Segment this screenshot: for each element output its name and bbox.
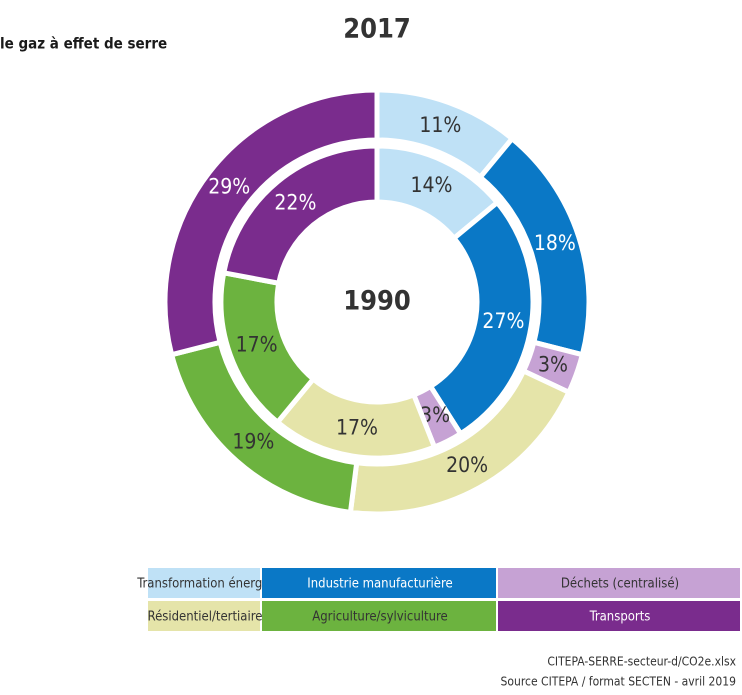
legend-label: Transformation énergie (136, 577, 273, 592)
source-note: CITEPA-SERRE-secteur-d/CO2e.xlsx (547, 655, 736, 669)
slice-label: 17% (236, 332, 278, 356)
legend-label: Industrie manufacturière (307, 577, 452, 592)
legend-swatch (148, 601, 260, 631)
slice-label: 18% (534, 231, 576, 255)
slice-label: 3% (538, 352, 568, 376)
legend-swatch (498, 568, 740, 598)
chart-title: le gaz à effet de serre (0, 35, 167, 53)
legend-label: Résidentiel/tertiaire (148, 610, 263, 625)
slice-label: 11% (419, 113, 461, 137)
legend-swatch (148, 568, 260, 598)
outer-ring-label: 2017 (343, 14, 411, 45)
donut-slice (220, 143, 380, 287)
donut-slice (162, 87, 380, 358)
slice-label: 22% (274, 190, 316, 214)
legend-label: Agriculture/sylviculture (312, 610, 447, 625)
inner-ring-label: 1990 (343, 286, 411, 317)
legend-swatch (262, 568, 496, 598)
slice-label: 20% (446, 453, 488, 477)
slice-label: 27% (482, 309, 524, 333)
slice-label: 17% (336, 415, 378, 439)
legend-swatch (262, 601, 496, 631)
slice-label: 14% (410, 173, 452, 197)
source-note: Source CITEPA / format SECTEN - avril 20… (501, 675, 737, 689)
legend-label: Déchets (centralisé) (561, 577, 679, 592)
slice-label: 29% (208, 174, 250, 198)
legend-swatch (498, 601, 740, 631)
donut-slice (427, 199, 536, 438)
legend-label: Transports (589, 610, 651, 625)
slice-label: 19% (232, 429, 274, 453)
